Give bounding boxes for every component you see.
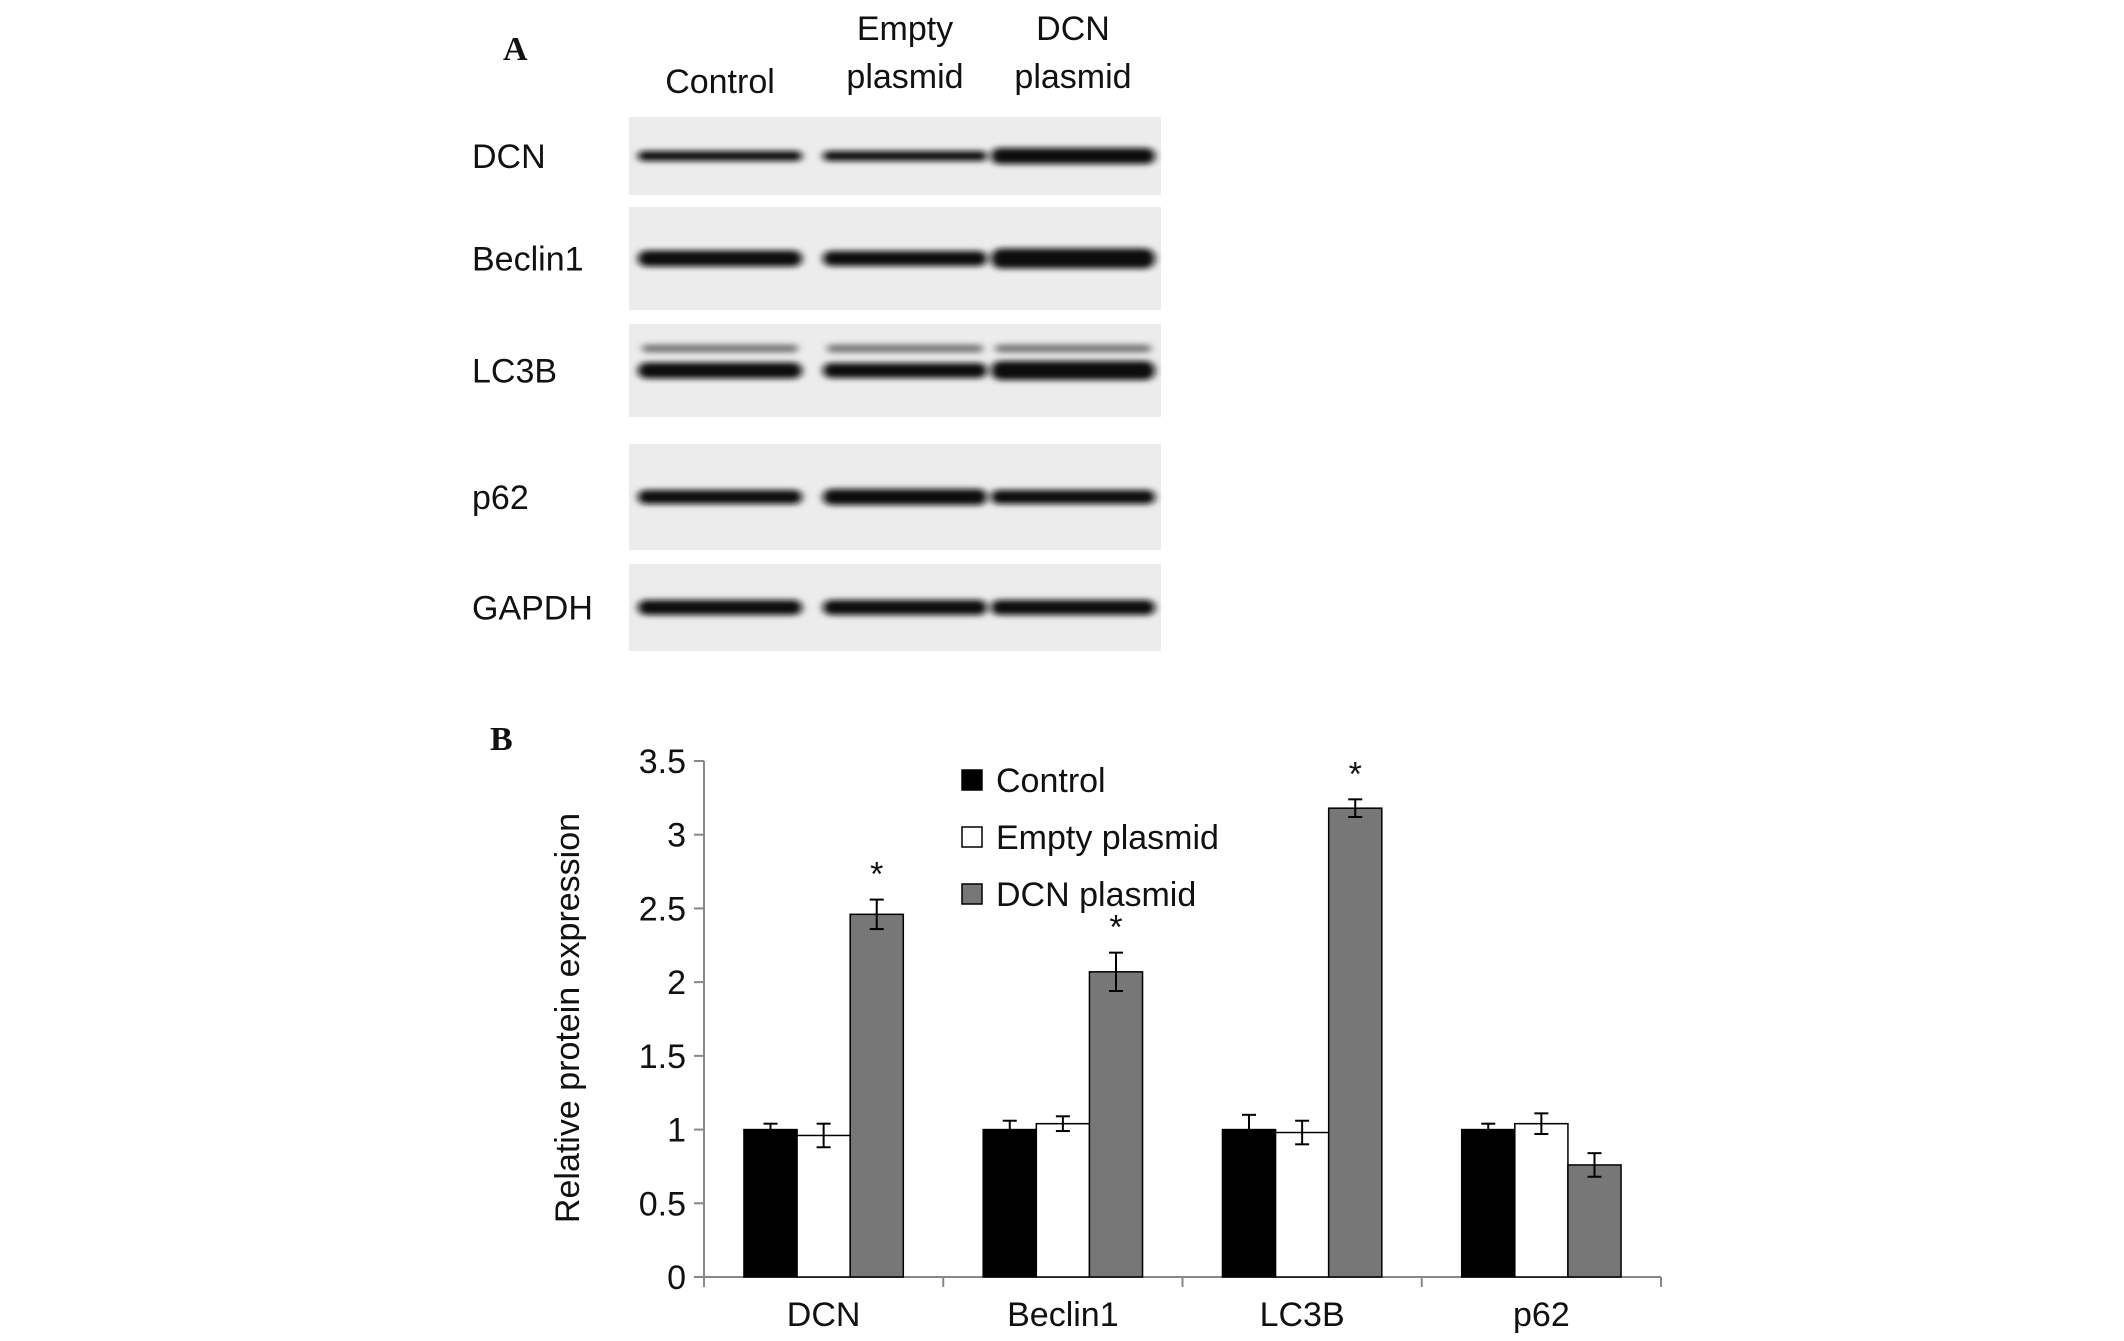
bar [982, 1128, 1038, 1278]
lane-label: Empty [857, 10, 953, 48]
blot-band [823, 151, 987, 161]
bar [1327, 807, 1383, 1278]
x-tick-label: DCN [787, 1296, 861, 1334]
blot-band [991, 148, 1155, 164]
bar [1221, 1128, 1277, 1278]
y-tick-label: 2.5 [639, 890, 686, 928]
error-bar [1295, 1119, 1310, 1146]
bar [1514, 1122, 1569, 1278]
blot-band [638, 151, 802, 161]
lane-label: plasmid [1014, 58, 1131, 96]
legend-label: DCN plasmid [996, 876, 1196, 914]
blot-band [823, 251, 987, 266]
error-bar [869, 898, 884, 931]
error-bar [1587, 1152, 1602, 1178]
y-tick-label: 3 [667, 817, 686, 855]
bar [1088, 971, 1144, 1278]
bar [1567, 1164, 1622, 1278]
blot-band [991, 248, 1155, 269]
error-bar [1348, 798, 1363, 819]
blot-band [991, 490, 1155, 504]
error-bar [816, 1122, 831, 1149]
row-label: DCN [472, 138, 546, 176]
blot-band [995, 344, 1151, 353]
legend-swatch [961, 769, 983, 791]
blot-band [638, 600, 802, 615]
bar [743, 1128, 798, 1278]
blot-band [991, 600, 1155, 615]
panel-label: A [503, 31, 528, 68]
x-tick-label: LC3B [1260, 1296, 1345, 1334]
blot-band [991, 361, 1155, 380]
blot-band [827, 344, 983, 353]
blot-band [823, 363, 987, 378]
y-tick-label: 1.5 [639, 1038, 686, 1076]
bar [849, 913, 905, 1278]
error-bar [763, 1122, 778, 1137]
y-tick-label: 0.5 [639, 1185, 686, 1223]
significance-marker: * [1349, 755, 1362, 793]
legend-label: Empty plasmid [996, 819, 1219, 857]
blot-band [823, 489, 987, 505]
error-bar [1055, 1115, 1070, 1133]
bar [1460, 1128, 1516, 1278]
bar [1274, 1131, 1330, 1278]
y-tick-label: 2 [667, 964, 686, 1002]
legend-swatch [961, 826, 983, 848]
legend-label: Control [996, 762, 1106, 800]
legend-swatch [961, 883, 983, 905]
row-label: GAPDH [472, 590, 593, 628]
x-tick-label: Beclin1 [1007, 1296, 1119, 1334]
blot-band [823, 600, 987, 615]
error-bar [1534, 1112, 1549, 1135]
x-tick-label: p62 [1513, 1296, 1570, 1334]
blot-band [638, 250, 802, 267]
row-label: p62 [472, 479, 529, 517]
row-label: LC3B [472, 353, 557, 391]
error-bar [1108, 951, 1123, 992]
lane-label: Control [665, 63, 775, 101]
row-label: Beclin1 [472, 241, 584, 279]
significance-marker: * [870, 856, 883, 894]
panel-label: B [490, 721, 513, 758]
bar [796, 1134, 851, 1278]
y-tick-label: 0 [667, 1259, 686, 1297]
y-axis-label: Relative protein expression [549, 813, 587, 1223]
significance-marker: * [1109, 909, 1122, 947]
blot-band [638, 490, 802, 504]
blot-band [638, 362, 802, 379]
lane-label: DCN [1036, 10, 1110, 48]
blot-band [642, 344, 798, 353]
y-tick-label: 3.5 [639, 743, 686, 781]
error-bar [1002, 1119, 1017, 1140]
error-bar [1481, 1122, 1496, 1137]
bar [1035, 1122, 1091, 1278]
lane-label: plasmid [846, 58, 963, 96]
error-bar [1242, 1113, 1257, 1146]
y-tick-label: 1 [667, 1112, 686, 1150]
